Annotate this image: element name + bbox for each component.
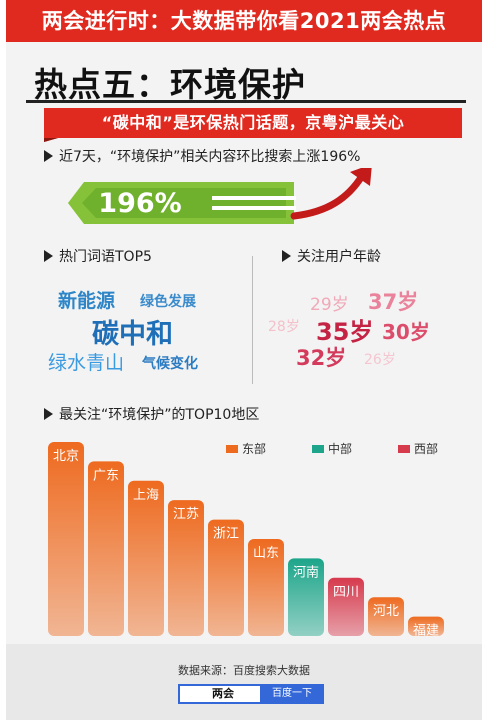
- bullet-words-text: 热门词语TOP5: [59, 249, 152, 265]
- triangle-icon: [44, 408, 53, 420]
- legend-swatch-west: [398, 444, 410, 453]
- bar-label-河南: 河南: [293, 564, 319, 580]
- bar-江苏: [168, 500, 204, 636]
- bullet-regions-text: 最关注“环境保护”的TOP10地区: [59, 407, 260, 423]
- top-banner: 两会进行时：大数据带你看2021两会热点: [6, 0, 482, 42]
- bullet-ages: 关注用户年龄: [282, 246, 381, 266]
- bar-浙江: [208, 519, 244, 636]
- age-26: 26岁: [364, 352, 396, 368]
- bar-label-江苏: 江苏: [173, 506, 199, 522]
- bar-河南: [288, 558, 324, 636]
- vertical-divider: [252, 256, 253, 384]
- summary-ribbon: “碳中和”是环保热门话题，京粤沪最关心: [44, 108, 462, 142]
- hot-word-5: 气候变化: [142, 356, 198, 372]
- bullet-ages-text: 关注用户年龄: [297, 249, 381, 265]
- data-source: 数据来源：百度搜索大数据: [178, 664, 310, 677]
- triangle-icon: [44, 150, 53, 162]
- bar-label-北京: 北京: [53, 449, 79, 464]
- bar-label-广东: 广东: [93, 468, 119, 483]
- bar-label-上海: 上海: [133, 488, 159, 503]
- bar-label-四川: 四川: [333, 585, 359, 600]
- bar-label-浙江: 浙江: [213, 527, 239, 542]
- legend-label-east: 东部: [242, 442, 267, 456]
- bullet-growth: 近7天，“环境保护”相关内容环比搜索上涨196%: [44, 146, 360, 166]
- bar-广东: [88, 461, 124, 636]
- hot-word-4: 绿水青山: [48, 352, 125, 374]
- bar-label-福建: 福建: [413, 624, 439, 639]
- growth-value: 196%: [98, 188, 182, 219]
- bar-福建: [408, 616, 444, 636]
- age-35: 35岁: [316, 318, 374, 346]
- triangle-icon: [282, 250, 291, 262]
- age-28: 28岁: [268, 319, 300, 335]
- age-32: 32岁: [296, 346, 347, 370]
- title-underline: [26, 100, 466, 103]
- age-29: 29岁: [310, 295, 349, 315]
- age-37: 37岁: [368, 290, 419, 314]
- growth-arrow-graphic: [68, 168, 372, 224]
- bar-山东: [248, 538, 284, 636]
- bar-label-山东: 山东: [253, 546, 279, 561]
- triangle-icon: [44, 250, 53, 262]
- legend-east: 东部: [226, 440, 266, 457]
- ribbon-text: “碳中和”是环保热门话题，京粤沪最关心: [101, 113, 405, 132]
- legend-swatch-central: [312, 444, 324, 453]
- hot-word-3: 碳中和: [92, 319, 173, 350]
- bar-label-河北: 河北: [373, 604, 399, 619]
- bullet-growth-text: 近7天，“环境保护”相关内容环比搜索上涨196%: [59, 149, 361, 165]
- bar-上海: [128, 480, 164, 636]
- bar-北京: [48, 441, 84, 636]
- infographic-page: 两会进行时：大数据带你看2021两会热点 热点五：环境保护 “碳中和”是环保热门…: [6, 0, 482, 720]
- legend-west: 西部: [398, 440, 438, 457]
- bullet-words: 热门词语TOP5: [44, 246, 152, 266]
- hot-word-2: 绿色发展: [140, 294, 196, 310]
- age-30: 30岁: [382, 320, 430, 344]
- bar-四川: [328, 577, 364, 636]
- hot-word-1: 新能源: [58, 290, 116, 312]
- legend-label-central: 中部: [328, 442, 353, 456]
- search-button[interactable]: 百度一下: [260, 684, 324, 704]
- section-title: 热点五：环境保护: [34, 65, 306, 104]
- bullet-regions: 最关注“环境保护”的TOP10地区: [44, 404, 259, 424]
- legend-swatch-east: [226, 444, 238, 453]
- bar-河北: [368, 597, 404, 636]
- footer: [6, 644, 482, 720]
- legend-label-west: 西部: [414, 442, 439, 456]
- legend-central: 中部: [312, 440, 352, 457]
